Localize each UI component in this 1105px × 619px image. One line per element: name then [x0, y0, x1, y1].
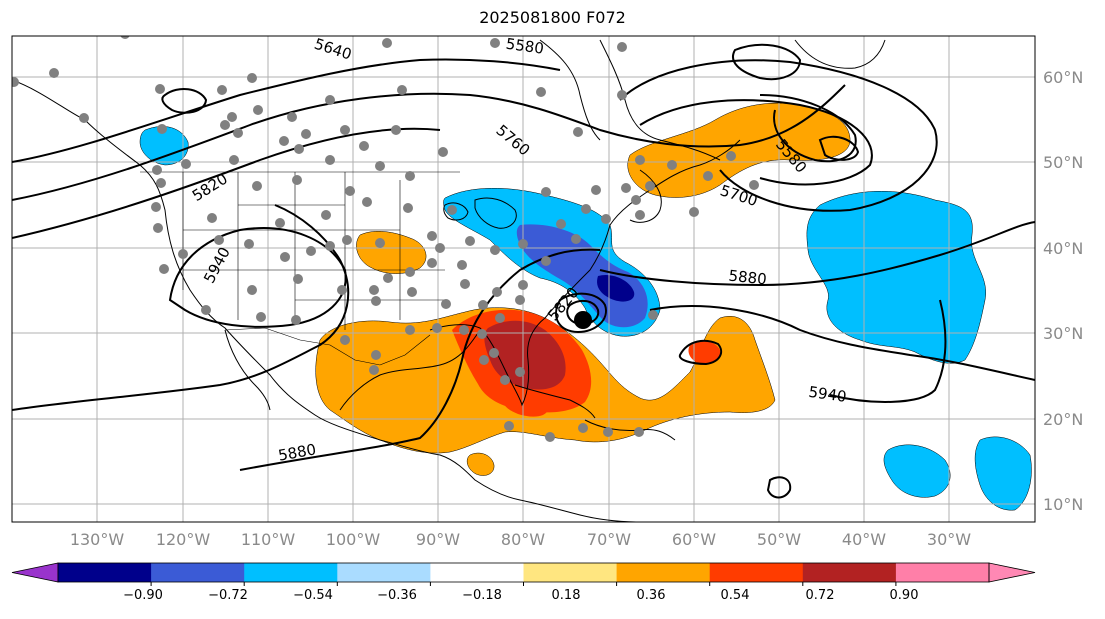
lon-label: 70°W: [587, 530, 631, 549]
colorbar-extend-high: [988, 562, 1036, 583]
colorbar-tick-label: −0.72: [208, 588, 248, 603]
lat-label: 30°N: [1043, 324, 1083, 343]
lon-label: 30°W: [927, 530, 971, 549]
colorbar-tick-label: 0.36: [637, 588, 666, 603]
map-frame: [11, 35, 1036, 523]
colorbar-segment: [709, 563, 804, 582]
negative-anomaly-northwest: [139, 126, 189, 166]
lat-label: 40°N: [1043, 239, 1083, 258]
contour-label: 5940: [807, 383, 847, 406]
lat-label: 10°N: [1043, 495, 1083, 514]
longitude-labels: 130°W 120°W 110°W 100°W 90°W 80°W 70°W 6…: [70, 530, 971, 549]
lon-label: 100°W: [326, 530, 381, 549]
moderate-negative-anomaly: [516, 224, 648, 328]
colorbar-segment: [430, 563, 524, 582]
colorbar-tick-labels: −0.90 −0.72 −0.54 −0.36 −0.18 0.18 0.36 …: [123, 588, 918, 603]
map-area: 5640 5580 5760 5820 5580 5700 5940 5880 …: [12, 35, 1035, 522]
political-borders: [140, 171, 460, 366]
latitude-labels: 60°N 50°N 40°N 30°N 20°N 10°N: [1043, 68, 1083, 514]
colorbar-tick-label: 0.18: [552, 588, 581, 603]
lon-label: 130°W: [70, 530, 125, 549]
positive-anomaly-central-us: [356, 231, 427, 274]
colorbar-tick-label: 0.90: [890, 588, 919, 603]
colorbar-tick-label: −0.90: [123, 588, 163, 603]
colorbar-tick-label: 0.54: [721, 588, 750, 603]
station-markers: [12, 36, 759, 442]
lon-label: 80°W: [501, 530, 545, 549]
colorbar-segment: [895, 563, 990, 582]
contour-label: 5580: [505, 35, 545, 58]
colorbar-segment: [151, 563, 245, 582]
colorbar-segment: [523, 563, 618, 582]
colorbar-segment: [802, 563, 897, 582]
height-contours: [12, 43, 1035, 499]
negative-anomaly-east-atlantic: [974, 436, 1032, 511]
lon-label: 90°W: [416, 530, 460, 549]
lat-label: 60°N: [1043, 68, 1083, 87]
hurricane-center-icon: [574, 311, 592, 329]
colorbar-segment: [58, 563, 152, 582]
lon-label: 120°W: [156, 530, 211, 549]
colorbar-segment: [616, 563, 711, 582]
colorbar: [11, 562, 1036, 586]
colorbar-tick-label: −0.36: [377, 588, 417, 603]
graticule: [12, 36, 1035, 522]
lon-label: 50°W: [757, 530, 801, 549]
colorbar-tick-label: −0.18: [462, 588, 502, 603]
very-strong-positive-anomaly: [484, 320, 566, 390]
colorbar-segment: [244, 563, 338, 582]
lon-label: 110°W: [241, 530, 296, 549]
figure-title: 2025081800 F072: [479, 8, 626, 27]
strong-negative-anomaly: [597, 274, 635, 302]
positive-anomaly-cuba-red: [503, 397, 548, 417]
colorbar-segment: [337, 563, 431, 582]
lon-label: 40°W: [842, 530, 886, 549]
positive-anomaly-atlantic-red: [688, 340, 721, 365]
contour-label: 5880: [728, 267, 768, 289]
lat-label: 20°N: [1043, 410, 1083, 429]
colorbar-extend-low: [11, 562, 59, 583]
positive-anomaly-caribbean-small: [466, 452, 495, 476]
lon-label: 60°W: [672, 530, 716, 549]
negative-anomaly-atlantic: [806, 191, 986, 364]
colorbar-tick-label: −0.54: [293, 588, 333, 603]
colorbar-tick-label: 0.72: [806, 588, 835, 603]
lat-label: 50°N: [1043, 153, 1083, 172]
negative-anomaly-tropical-atlantic: [883, 444, 951, 498]
